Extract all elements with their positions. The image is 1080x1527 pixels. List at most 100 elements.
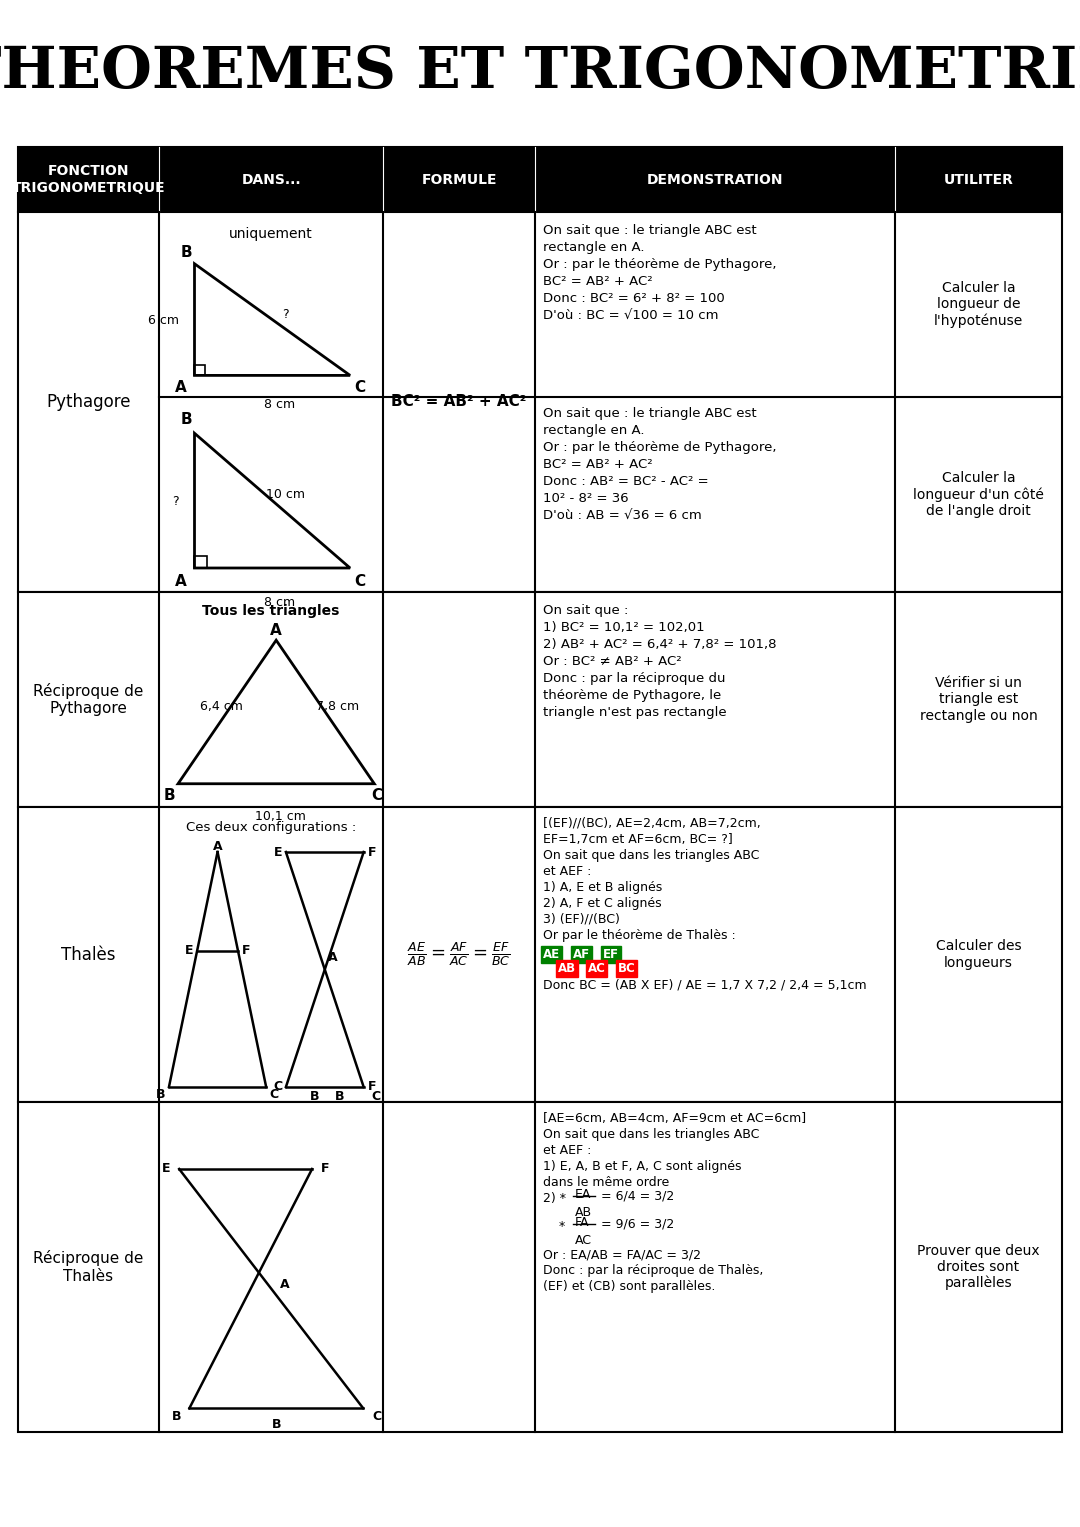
Text: Calculer des
longueurs: Calculer des longueurs bbox=[935, 939, 1022, 970]
Text: et AEF :: et AEF : bbox=[543, 1144, 591, 1157]
Text: A: A bbox=[213, 840, 222, 852]
Text: A: A bbox=[328, 951, 338, 964]
Text: E: E bbox=[162, 1162, 171, 1176]
Text: Ces deux configurations :: Ces deux configurations : bbox=[186, 822, 356, 834]
Text: Donc BC = (AB X EF) / AE = 1,7 X 7,2 / 2,4 = 5,1cm: Donc BC = (AB X EF) / AE = 1,7 X 7,2 / 2… bbox=[543, 977, 866, 991]
Text: C: C bbox=[273, 1081, 283, 1093]
Text: B: B bbox=[271, 1419, 281, 1431]
Text: AE: AE bbox=[543, 948, 559, 960]
Text: B: B bbox=[181, 412, 192, 426]
Text: Donc : BC² = 6² + 8² = 100: Donc : BC² = 6² + 8² = 100 bbox=[543, 292, 725, 305]
Text: B: B bbox=[172, 1409, 181, 1423]
Text: théorème de Pythagore, le: théorème de Pythagore, le bbox=[543, 689, 721, 702]
Bar bbox=[18, 592, 1062, 806]
Text: 10 cm: 10 cm bbox=[267, 489, 306, 501]
Text: 2) *: 2) * bbox=[543, 1193, 566, 1205]
Text: BC: BC bbox=[618, 962, 635, 976]
Text: On sait que : le triangle ABC est: On sait que : le triangle ABC est bbox=[543, 408, 756, 420]
Bar bbox=[18, 806, 1062, 1102]
Text: *: * bbox=[546, 1220, 565, 1232]
Text: A: A bbox=[175, 380, 187, 394]
Text: rectangle en A.: rectangle en A. bbox=[543, 241, 645, 253]
Text: F: F bbox=[367, 846, 376, 858]
Text: On sait que :: On sait que : bbox=[543, 605, 629, 617]
Text: 8 cm: 8 cm bbox=[265, 597, 296, 609]
Text: Prouver que deux
droites sont
parallèles: Prouver que deux droites sont parallèles bbox=[917, 1243, 1040, 1290]
Text: A: A bbox=[270, 623, 282, 638]
Text: FORMULE: FORMULE bbox=[421, 173, 497, 186]
Text: UTILITER: UTILITER bbox=[944, 173, 1013, 186]
Text: ?: ? bbox=[283, 308, 289, 321]
Text: FA: FA bbox=[575, 1215, 590, 1229]
Text: dans le même ordre: dans le même ordre bbox=[543, 1176, 669, 1190]
Text: 6 cm: 6 cm bbox=[148, 315, 179, 327]
Bar bbox=[18, 1102, 1062, 1432]
Text: EF: EF bbox=[603, 948, 619, 960]
Text: B: B bbox=[157, 1089, 165, 1101]
Text: Or : par le théorème de Pythagore,: Or : par le théorème de Pythagore, bbox=[543, 441, 777, 454]
Text: BC² = AB² + AC²: BC² = AB² + AC² bbox=[543, 458, 652, 470]
Text: D'où : AB = √36 = 6 cm: D'où : AB = √36 = 6 cm bbox=[543, 508, 702, 522]
Text: Donc : par la réciproque du: Donc : par la réciproque du bbox=[543, 672, 726, 686]
Text: C: C bbox=[354, 380, 365, 394]
Text: et AEF :: et AEF : bbox=[543, 864, 591, 878]
Text: Or : BC² ≠ AB² + AC²: Or : BC² ≠ AB² + AC² bbox=[543, 655, 681, 667]
Text: C: C bbox=[372, 1090, 380, 1104]
Text: 2) A, F et C alignés: 2) A, F et C alignés bbox=[543, 896, 661, 910]
Text: 3) (EF)//(BC): 3) (EF)//(BC) bbox=[543, 913, 620, 925]
Text: AB: AB bbox=[575, 1206, 592, 1219]
Text: EA: EA bbox=[575, 1188, 591, 1202]
Text: Tous les triangles: Tous les triangles bbox=[202, 605, 340, 618]
Text: DANS...: DANS... bbox=[241, 173, 301, 186]
Text: A: A bbox=[280, 1278, 289, 1292]
Text: (EF) et (CB) sont parallèles.: (EF) et (CB) sont parallèles. bbox=[543, 1280, 715, 1293]
Text: F: F bbox=[321, 1162, 329, 1176]
Text: B: B bbox=[181, 244, 192, 260]
Text: triangle n'est pas rectangle: triangle n'est pas rectangle bbox=[543, 705, 727, 719]
Text: [(EF)//(BC), AE=2,4cm, AB=7,2cm,: [(EF)//(BC), AE=2,4cm, AB=7,2cm, bbox=[543, 817, 760, 831]
Text: Calculer la
longueur de
l'hypoténuse: Calculer la longueur de l'hypoténuse bbox=[934, 281, 1023, 328]
Text: 7,8 cm: 7,8 cm bbox=[316, 699, 359, 713]
Text: F: F bbox=[242, 944, 251, 957]
Text: = 9/6 = 3/2: = 9/6 = 3/2 bbox=[600, 1217, 674, 1231]
Text: = 6/4 = 3/2: = 6/4 = 3/2 bbox=[600, 1190, 674, 1202]
Text: Réciproque de
Thalès: Réciproque de Thalès bbox=[33, 1251, 144, 1284]
Text: 2) AB² + AC² = 6,4² + 7,8² = 101,8: 2) AB² + AC² = 6,4² + 7,8² = 101,8 bbox=[543, 638, 777, 651]
Text: B: B bbox=[164, 788, 176, 803]
Text: C: C bbox=[373, 1409, 381, 1423]
Text: Or : par le théorème de Pythagore,: Or : par le théorème de Pythagore, bbox=[543, 258, 777, 270]
Text: On sait que : le triangle ABC est: On sait que : le triangle ABC est bbox=[543, 224, 756, 237]
Text: 1) BC² = 10,1² = 102,01: 1) BC² = 10,1² = 102,01 bbox=[543, 621, 704, 634]
Text: AF: AF bbox=[572, 948, 590, 960]
Text: E: E bbox=[273, 846, 282, 858]
Text: B: B bbox=[335, 1090, 345, 1104]
Text: BC² = AB² + AC²: BC² = AB² + AC² bbox=[391, 394, 527, 409]
Text: Calculer la
longueur d'un côté
de l'angle droit: Calculer la longueur d'un côté de l'angl… bbox=[913, 470, 1044, 518]
Text: Réciproque de
Pythagore: Réciproque de Pythagore bbox=[33, 683, 144, 716]
Text: 1) A, E et B alignés: 1) A, E et B alignés bbox=[543, 881, 662, 893]
Text: THEOREMES ET TRIGONOMETRIE: THEOREMES ET TRIGONOMETRIE bbox=[0, 44, 1080, 99]
Text: 10,1 cm: 10,1 cm bbox=[255, 811, 306, 823]
Text: Pythagore: Pythagore bbox=[46, 392, 131, 411]
Text: F: F bbox=[367, 1081, 376, 1093]
Text: [AE=6cm, AB=4cm, AF=9cm et AC=6cm]: [AE=6cm, AB=4cm, AF=9cm et AC=6cm] bbox=[543, 1112, 806, 1125]
Text: On sait que dans les triangles ABC: On sait que dans les triangles ABC bbox=[543, 849, 759, 863]
Text: A: A bbox=[175, 574, 187, 589]
Bar bbox=[18, 212, 1062, 592]
Text: C: C bbox=[270, 1089, 279, 1101]
Text: D'où : BC = √100 = 10 cm: D'où : BC = √100 = 10 cm bbox=[543, 308, 718, 322]
Text: E: E bbox=[185, 944, 193, 957]
Text: EF=1,7cm et AF=6cm, BC= ?]: EF=1,7cm et AF=6cm, BC= ?] bbox=[543, 834, 732, 846]
Bar bbox=[18, 147, 1062, 212]
Text: 8 cm: 8 cm bbox=[265, 399, 296, 411]
Text: 6,4 cm: 6,4 cm bbox=[200, 699, 242, 713]
Text: C: C bbox=[370, 788, 382, 803]
Text: AB: AB bbox=[557, 962, 576, 976]
Text: DEMONSTRATION: DEMONSTRATION bbox=[647, 173, 783, 186]
Text: $\frac{AE}{AB} = \frac{AF}{AC} = \frac{EF}{BC}$: $\frac{AE}{AB} = \frac{AF}{AC} = \frac{E… bbox=[407, 941, 511, 968]
Text: AC: AC bbox=[575, 1234, 592, 1248]
Text: ?: ? bbox=[173, 495, 179, 508]
Text: 1) E, A, B et F, A, C sont alignés: 1) E, A, B et F, A, C sont alignés bbox=[543, 1161, 741, 1173]
Text: Or par le théorème de Thalès :: Or par le théorème de Thalès : bbox=[543, 928, 735, 942]
Text: Thalès: Thalès bbox=[62, 945, 116, 964]
